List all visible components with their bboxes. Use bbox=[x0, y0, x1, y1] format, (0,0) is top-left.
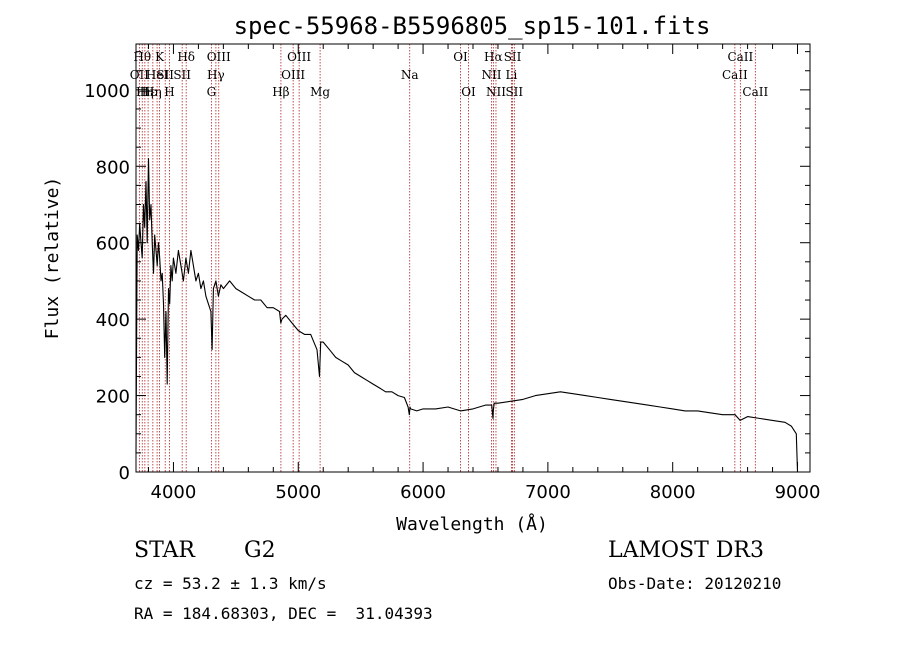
line-label-22-0: Hα bbox=[484, 50, 503, 64]
redshift-text: cz = 53.2 ± 1.3 km/s bbox=[134, 574, 327, 593]
radec-text: RA = 184.68303, DEC = 31.04393 bbox=[134, 604, 433, 623]
line-label-28-0: CaII bbox=[727, 50, 753, 64]
line-label-24-0: Li bbox=[506, 68, 518, 82]
line-label-5-0: HeI bbox=[146, 68, 169, 82]
y-tick-label-2: 400 bbox=[96, 310, 130, 331]
x-tick-label-1: 5000 bbox=[275, 482, 321, 503]
line-label-13-0: OIII bbox=[207, 50, 231, 64]
y-axis-label: Flux (relative) bbox=[42, 177, 63, 340]
line-label-0-0: OII bbox=[130, 68, 150, 82]
spectrum-layer bbox=[135, 158, 799, 473]
axes-layer: 4000 5000 6000 7000 8000 9000 0 200 400 600 800 100… bbox=[84, 43, 821, 503]
y-tick-label-1: 200 bbox=[96, 387, 130, 408]
object-subclass: G2 bbox=[244, 538, 276, 563]
line-label-9-0: SII bbox=[173, 68, 191, 82]
line-label-3-0: Hε bbox=[140, 85, 157, 99]
y-tick-label-4: 800 bbox=[96, 157, 130, 178]
line-label-27-0: CaII bbox=[722, 68, 748, 82]
x-tick-label-0: 4000 bbox=[151, 482, 197, 503]
spectrum-series-0 bbox=[135, 158, 799, 473]
line-label-25-0: SII bbox=[504, 50, 522, 64]
line-label-15-0: OIII bbox=[281, 68, 305, 82]
line-label-14-0: Hβ bbox=[272, 85, 289, 99]
x-tick-label-3: 7000 bbox=[525, 482, 571, 503]
line-label-10-0: Hδ bbox=[177, 50, 195, 64]
line-label-26-0: SII bbox=[505, 85, 523, 99]
line-label-20-0: OI bbox=[461, 85, 476, 99]
line-label-2-0: Hη bbox=[136, 85, 154, 99]
obs-date-text: Obs-Date: 20120210 bbox=[608, 574, 782, 593]
line-label-8-0: H bbox=[164, 85, 174, 99]
chart-title: spec-55968-B5596805_sp15-101.fits bbox=[234, 12, 711, 40]
object-class: STAR bbox=[134, 538, 195, 563]
y-tick-label-3: 600 bbox=[96, 234, 130, 255]
y-tick-label-0: 0 bbox=[119, 463, 130, 484]
survey-name: LAMOST DR3 bbox=[608, 538, 764, 563]
line-label-4-0: Hη bbox=[144, 85, 162, 99]
line-label-12-0: Hγ bbox=[207, 68, 225, 82]
line-label-17-0: Mg bbox=[310, 85, 330, 99]
x-tick-label-4: 8000 bbox=[650, 482, 696, 503]
line-label-19-0: OI bbox=[453, 50, 468, 64]
x-tick-label-5: 9000 bbox=[775, 482, 821, 503]
x-axis-label: Wavelength (Å) bbox=[396, 513, 548, 535]
line-label-6-0: K bbox=[155, 50, 165, 64]
plot-frame bbox=[135, 43, 811, 473]
line-label-11-0: G bbox=[207, 85, 217, 99]
x-tick-label-2: 6000 bbox=[400, 482, 446, 503]
line-label-21-0: NII bbox=[481, 68, 501, 82]
line-label-23-0: NII bbox=[486, 85, 506, 99]
line-label-1-0: Hθ bbox=[133, 50, 151, 64]
line-label-16-0: OIII bbox=[287, 50, 311, 64]
line-label-29-0: CaII bbox=[742, 85, 768, 99]
y-tick-label-5: 1000 bbox=[84, 81, 130, 102]
line-label-18-0: Na bbox=[401, 68, 419, 82]
line-label-7-0: SII bbox=[156, 68, 174, 82]
